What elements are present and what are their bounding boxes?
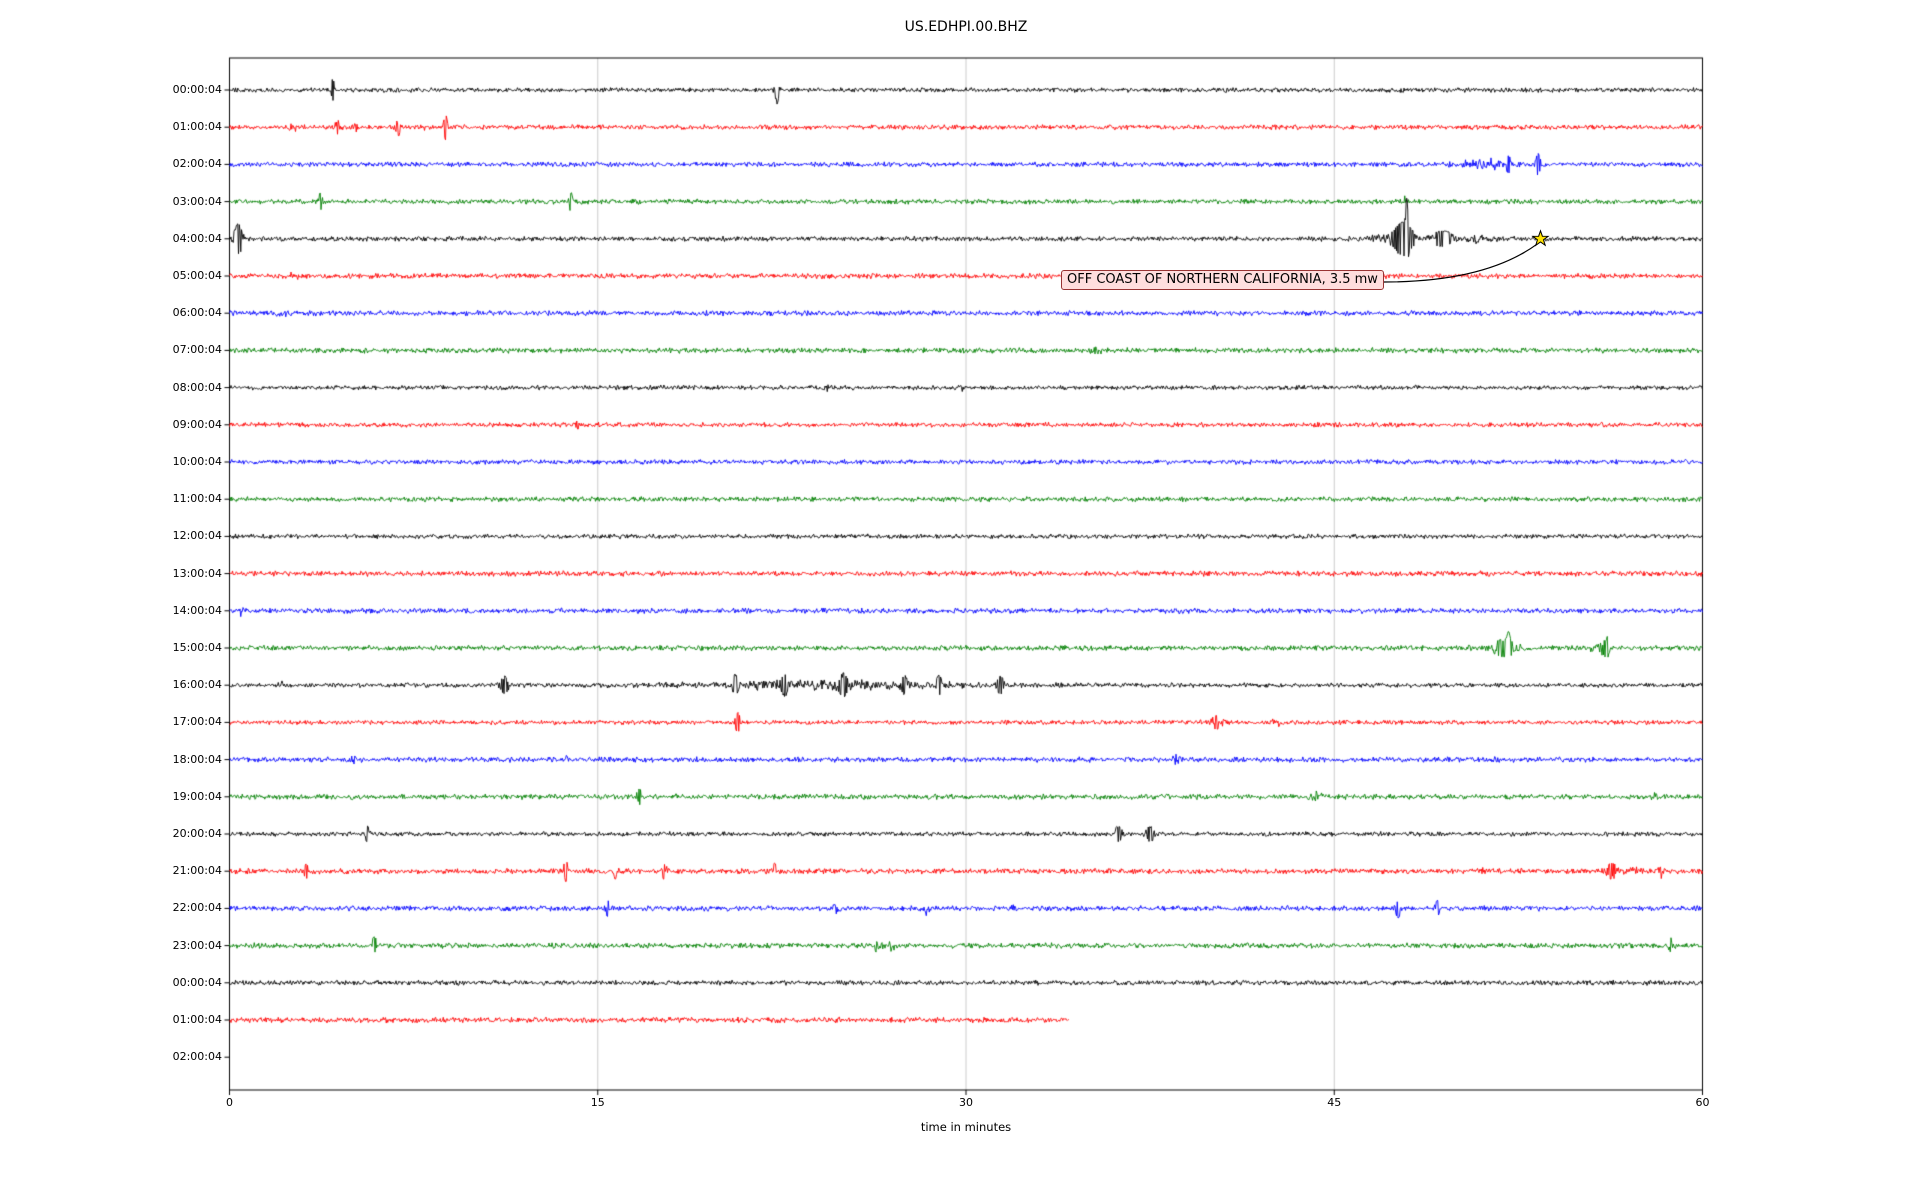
y-tick-label: 19:00:04 (172, 789, 222, 803)
y-tick-label: 23:00:04 (172, 938, 222, 952)
y-tick-label: 09:00:04 (172, 417, 222, 431)
y-tick-label: 10:00:04 (172, 455, 222, 468)
y-tick-label: 00:00:04 (172, 83, 222, 96)
y-tick-label: 15:00:04 (172, 641, 222, 654)
y-tick-label: 00:00:04 (172, 975, 222, 989)
x-tick-label: 45 (1327, 1096, 1342, 1109)
x-tick-label: 60 (1695, 1096, 1710, 1109)
y-tick-label: 18:00:04 (172, 752, 222, 766)
y-tick-label: 17:00:04 (172, 715, 222, 729)
y-tick-label: 12:00:04 (172, 529, 222, 543)
y-tick-label: 22:00:04 (172, 901, 222, 915)
y-tick-label: 04:00:04 (172, 231, 222, 245)
x-axis-label: time in minutes (920, 1120, 1012, 1134)
y-tick-label: 02:00:04 (172, 157, 222, 171)
y-tick-label: 07:00:04 (172, 343, 222, 357)
x-tick-label: 0 (226, 1096, 233, 1109)
y-tick-label: 11:00:04 (172, 492, 222, 506)
y-tick-label: 21:00:04 (172, 864, 222, 878)
y-tick-label: 14:00:04 (172, 603, 222, 617)
y-tick-label: 20:00:04 (172, 827, 222, 840)
y-tick-label: 01:00:04 (172, 1013, 222, 1026)
y-tick-label: 13:00:04 (172, 566, 222, 580)
x-tick-label: 15 (590, 1096, 605, 1109)
event-annotation: OFF COAST OF NORTHERN CALIFORNIA, 3.5 mw (1061, 270, 1384, 290)
x-tick-label: 30 (959, 1096, 973, 1109)
y-tick-label: 03:00:04 (172, 194, 222, 208)
y-tick-label: 06:00:04 (172, 306, 222, 320)
y-tick-label: 08:00:04 (172, 380, 222, 394)
y-tick-label: 16:00:04 (172, 678, 222, 692)
y-tick-label: 01:00:04 (172, 120, 222, 134)
y-tick-label: 02:00:04 (172, 1050, 222, 1064)
y-tick-label: 05:00:04 (172, 269, 222, 282)
